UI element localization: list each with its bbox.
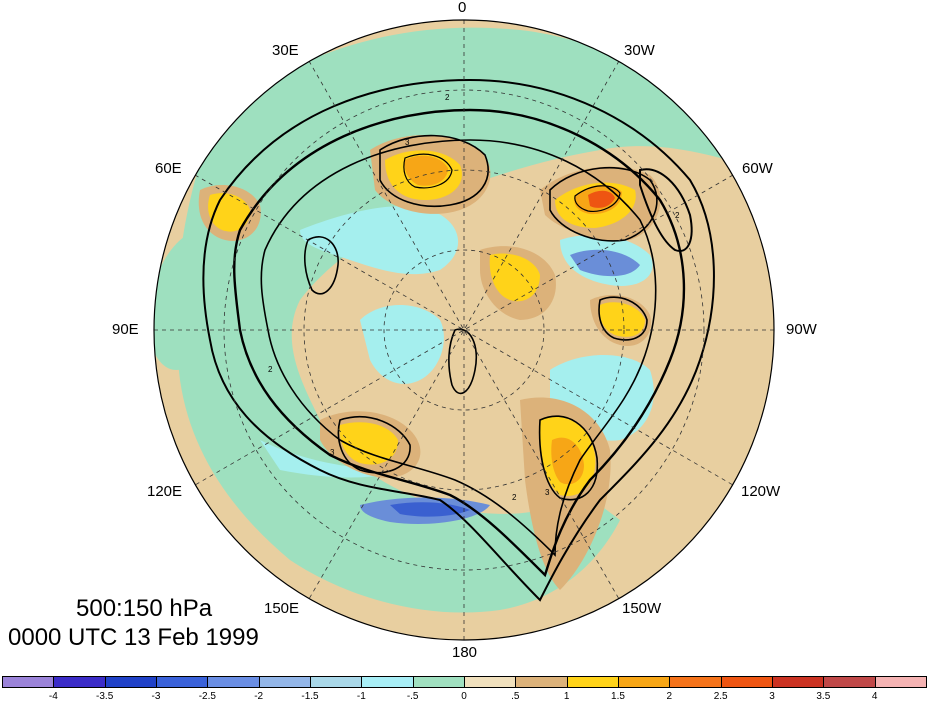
time-title: 0000 UTC 13 Feb 1999 [8, 624, 259, 651]
colorbar-tick-label: -4 [48, 691, 58, 702]
positive-core-5 [339, 422, 398, 465]
contour-lines [202, 78, 715, 602]
positive-core-6 [599, 302, 645, 337]
blue-region-5 [260, 440, 400, 478]
colorbar-cell [720, 676, 773, 688]
colorbar-cell [618, 676, 671, 688]
colorbar-cell [53, 676, 106, 688]
colorbar-cell [361, 676, 414, 688]
contour-labels: 2 2 2 3 3 3 2 [268, 93, 680, 502]
colorbar-cell [412, 676, 465, 688]
colorbar-tick-label: -2 [254, 691, 264, 702]
colorbar-tick-label: 4 [871, 691, 878, 702]
colorbar-cell [310, 676, 363, 688]
lon-label-150e: 150E [264, 600, 300, 617]
colorbar-tick-label: 3.5 [816, 691, 831, 702]
contour-label: 2 [445, 93, 450, 102]
lon-label-120w: 120W [741, 483, 781, 500]
lon-label-0: 0 [458, 0, 467, 16]
colorbar-tick-label: -.5 [406, 691, 419, 702]
colorbar-tick-label: -3.5 [96, 691, 114, 702]
lon-label-150w: 150W [622, 600, 662, 617]
level-title: 500:150 hPa [76, 595, 213, 622]
colorbar-cell [874, 676, 927, 688]
green-patch-west [154, 228, 231, 370]
positive-peak-2-inner [588, 190, 615, 208]
contour-label: 3 [545, 488, 550, 497]
colorbar-tick-label: -2.5 [198, 691, 216, 702]
lon-label-90e: 90E [112, 321, 139, 338]
colorbar-tick-label: 1.5 [611, 691, 625, 702]
colorbar-tick-label: -1 [356, 691, 366, 702]
contour-label: 2 [268, 365, 273, 374]
colorbar-cell [566, 676, 619, 688]
colorbar-cell [823, 676, 876, 688]
lon-label-60e: 60E [155, 160, 182, 177]
lon-label-30e: 30E [272, 42, 299, 59]
colorbar-cell [207, 676, 260, 688]
blue-region-2 [360, 305, 444, 384]
lon-label-120e: 120E [147, 483, 183, 500]
colorbar-cell [772, 676, 825, 688]
polar-map: 2 2 2 3 3 3 2 [153, 19, 775, 641]
colorbar-tick-label: -1.5 [301, 691, 319, 702]
colorbar-cell [104, 676, 157, 688]
colorbar-tick-label: 2 [666, 691, 673, 702]
colorbar-cell [669, 676, 722, 688]
lon-label-60w: 60W [742, 160, 773, 177]
positive-core-3 [489, 253, 540, 302]
tan-patch-east [640, 372, 774, 465]
colorbar-cell [515, 676, 568, 688]
map-field: 2 2 2 3 3 3 2 [154, 20, 774, 640]
colorbar-cell [258, 676, 311, 688]
colorbar-tick-label: -3 [151, 691, 161, 702]
contour-label: 2 [675, 211, 680, 220]
colorbar-tick-label: .5 [511, 691, 520, 702]
positive-peak-1 [404, 155, 448, 186]
lon-label-180: 180 [452, 644, 478, 661]
contour-label: 2 [512, 493, 517, 502]
negative-core-1 [570, 249, 640, 277]
map-boundary [153, 19, 775, 641]
lon-label-90w: 90W [786, 321, 817, 338]
lon-label-30w: 30W [624, 42, 655, 59]
contour-label: 3 [330, 448, 335, 457]
positive-peak-4 [551, 437, 584, 485]
colorbar-cell [156, 676, 209, 688]
colorbar-tick-label: 2.5 [713, 691, 728, 702]
graticule [154, 20, 774, 640]
negative-core-2-inner [390, 502, 470, 517]
colorbar-tick-label: 1 [563, 691, 570, 702]
colorbar: -4 -3.5 -3 -2.5 -2 -1.5 -1 -.5 0 .5 1 1.5 2 2.5 3 3.5 4 [0, 676, 928, 702]
contour-label: 3 [405, 138, 410, 147]
blue-region-1 [300, 206, 459, 275]
colorbar-cell [2, 676, 55, 688]
colorbar-cell [464, 676, 517, 688]
colorbar-tick-label: 0 [461, 691, 467, 702]
colorbar-tick-label: 3 [769, 691, 775, 702]
